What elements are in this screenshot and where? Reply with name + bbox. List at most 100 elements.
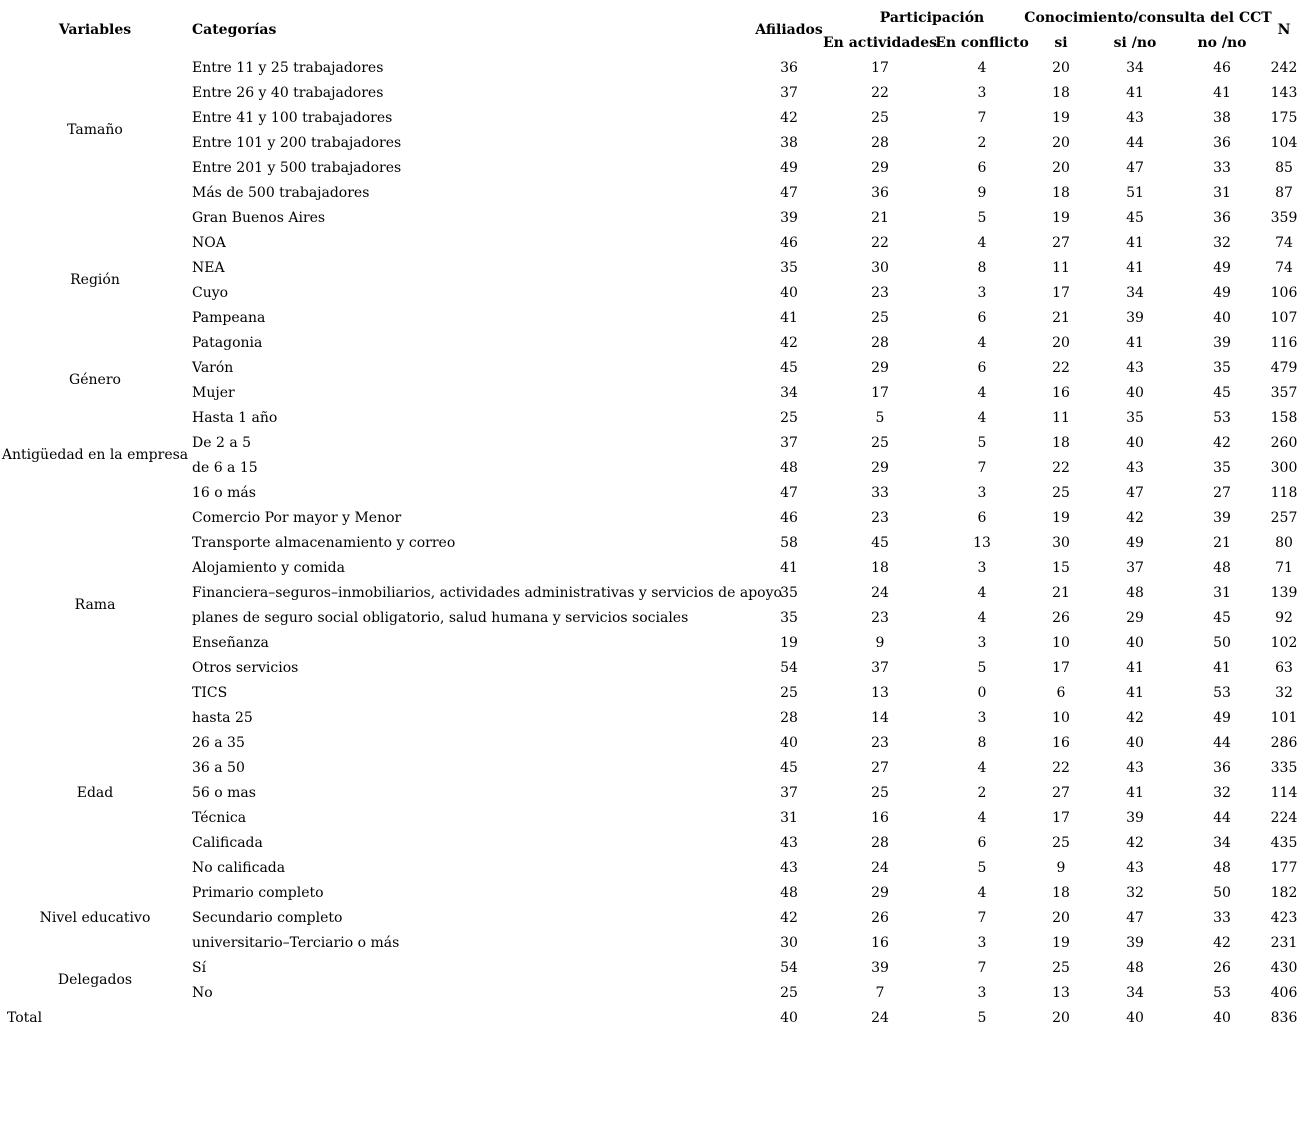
value-cell-afiliados: 49 [780, 159, 798, 176]
value-cell-si: 15 [1052, 559, 1070, 576]
value-cell-afiliados: 42 [780, 109, 798, 126]
value-cell-si: 25 [1052, 959, 1070, 976]
header-afiliados: Afiliados [755, 22, 823, 38]
value-cell-no_no: 49 [1213, 709, 1231, 726]
value-cell-afiliados: 39 [780, 209, 798, 226]
value-cell-n: 139 [1270, 584, 1298, 601]
value-cell-si_no: 41 [1126, 659, 1144, 676]
value-cell-n: 32 [1275, 684, 1293, 701]
value-cell-no_no: 53 [1213, 984, 1231, 1001]
value-cell-n: 107 [1270, 309, 1298, 326]
value-cell-en_actividades: 25 [871, 434, 889, 451]
value-cell-afiliados: 40 [780, 734, 798, 751]
value-cell-afiliados: 41 [780, 309, 798, 326]
value-cell-si_no: 47 [1126, 909, 1144, 926]
value-cell-si: 6 [1056, 684, 1066, 701]
value-cell-si_no: 41 [1126, 784, 1144, 801]
header-participacion: Participación [879, 9, 985, 26]
value-cell-afiliados: 58 [780, 534, 798, 551]
value-cell-si_no: 34 [1126, 284, 1144, 301]
category-cell: Sí [192, 959, 207, 976]
value-cell-n: 85 [1275, 159, 1293, 176]
category-cell: 36 a 50 [192, 759, 245, 776]
value-cell-si_no: 43 [1126, 759, 1144, 776]
value-cell-afiliados: 25 [780, 984, 798, 1001]
value-cell-si_no: 49 [1126, 534, 1144, 551]
value-cell-no_no: 46 [1213, 59, 1231, 76]
value-cell-no_no: 44 [1213, 809, 1231, 826]
value-cell-si_no: 44 [1126, 134, 1144, 151]
category-cell: Entre 41 y 100 trabajadores [192, 109, 393, 126]
value-cell-en_conflicto: 5 [977, 859, 987, 876]
value-cell-n: 71 [1275, 559, 1293, 576]
value-cell-en_conflicto: 4 [977, 384, 987, 401]
value-cell-si: 17 [1052, 659, 1070, 676]
value-cell-si_no: 43 [1126, 459, 1144, 476]
value-cell-si_no: 47 [1126, 484, 1144, 501]
header-conocimiento-cct: Conocimiento/consulta del CCT [1024, 9, 1272, 26]
value-cell-si: 20 [1052, 909, 1070, 926]
value-cell-en_conflicto: 6 [977, 834, 987, 851]
value-cell-n: 177 [1270, 859, 1298, 876]
category-cell: 56 o mas [192, 784, 256, 801]
value-cell-afiliados: 42 [780, 909, 798, 926]
value-cell-si: 19 [1052, 509, 1070, 526]
value-cell-si: 30 [1052, 534, 1070, 551]
value-cell-en_actividades: 18 [871, 559, 889, 576]
value-cell-no_no: 36 [1213, 134, 1231, 151]
total-value-afiliados: 40 [780, 1009, 798, 1026]
value-cell-en_actividades: 7 [875, 984, 885, 1001]
value-cell-no_no: 27 [1213, 484, 1231, 501]
category-cell: 26 a 35 [192, 734, 245, 751]
value-cell-si_no: 42 [1126, 834, 1144, 851]
value-cell-si: 10 [1052, 634, 1070, 651]
value-cell-si: 20 [1052, 59, 1070, 76]
value-cell-en_conflicto: 7 [977, 109, 987, 126]
value-cell-afiliados: 46 [780, 234, 798, 251]
value-cell-n: 406 [1270, 984, 1298, 1001]
value-cell-no_no: 31 [1213, 584, 1231, 601]
category-cell: No calificada [192, 859, 286, 876]
value-cell-si_no: 37 [1126, 559, 1144, 576]
value-cell-si_no: 41 [1126, 84, 1144, 101]
value-cell-en_conflicto: 6 [977, 509, 987, 526]
value-cell-en_actividades: 25 [871, 309, 889, 326]
value-cell-n: 74 [1275, 234, 1293, 251]
value-cell-si: 18 [1052, 84, 1070, 101]
value-cell-en_conflicto: 3 [977, 284, 987, 301]
value-cell-n: 114 [1270, 784, 1298, 801]
value-cell-afiliados: 38 [780, 134, 798, 151]
value-cell-si_no: 41 [1126, 684, 1144, 701]
value-cell-afiliados: 45 [780, 359, 798, 376]
value-cell-en_conflicto: 6 [977, 309, 987, 326]
value-cell-afiliados: 42 [780, 334, 798, 351]
total-value-n: 836 [1270, 1009, 1298, 1026]
value-cell-afiliados: 47 [780, 484, 798, 501]
category-cell: Alojamiento y comida [192, 559, 345, 576]
value-cell-no_no: 44 [1213, 734, 1231, 751]
total-value-si_no: 40 [1126, 1009, 1144, 1026]
group-label-nivel-educativo: Nivel educativo [39, 909, 151, 926]
value-cell-si_no: 39 [1126, 809, 1144, 826]
value-cell-no_no: 41 [1213, 84, 1231, 101]
value-cell-afiliados: 37 [780, 784, 798, 801]
category-cell: planes de seguro social obligatorio, sal… [192, 609, 689, 626]
category-cell: universitario–Terciario o más [192, 934, 400, 951]
value-cell-n: 423 [1270, 909, 1298, 926]
value-cell-si: 20 [1052, 159, 1070, 176]
value-cell-si: 26 [1052, 609, 1070, 626]
value-cell-afiliados: 35 [780, 584, 798, 601]
category-cell: Pampeana [192, 309, 266, 326]
value-cell-n: 224 [1270, 809, 1298, 826]
value-cell-si_no: 45 [1126, 209, 1144, 226]
value-cell-afiliados: 40 [780, 284, 798, 301]
value-cell-en_conflicto: 4 [977, 584, 987, 601]
value-cell-n: 80 [1275, 534, 1293, 551]
value-cell-no_no: 42 [1213, 934, 1231, 951]
value-cell-si_no: 51 [1126, 184, 1144, 201]
value-cell-en_conflicto: 2 [977, 784, 987, 801]
value-cell-en_actividades: 14 [871, 709, 889, 726]
value-cell-si: 11 [1052, 259, 1070, 276]
value-cell-no_no: 45 [1213, 609, 1231, 626]
value-cell-no_no: 49 [1213, 259, 1231, 276]
